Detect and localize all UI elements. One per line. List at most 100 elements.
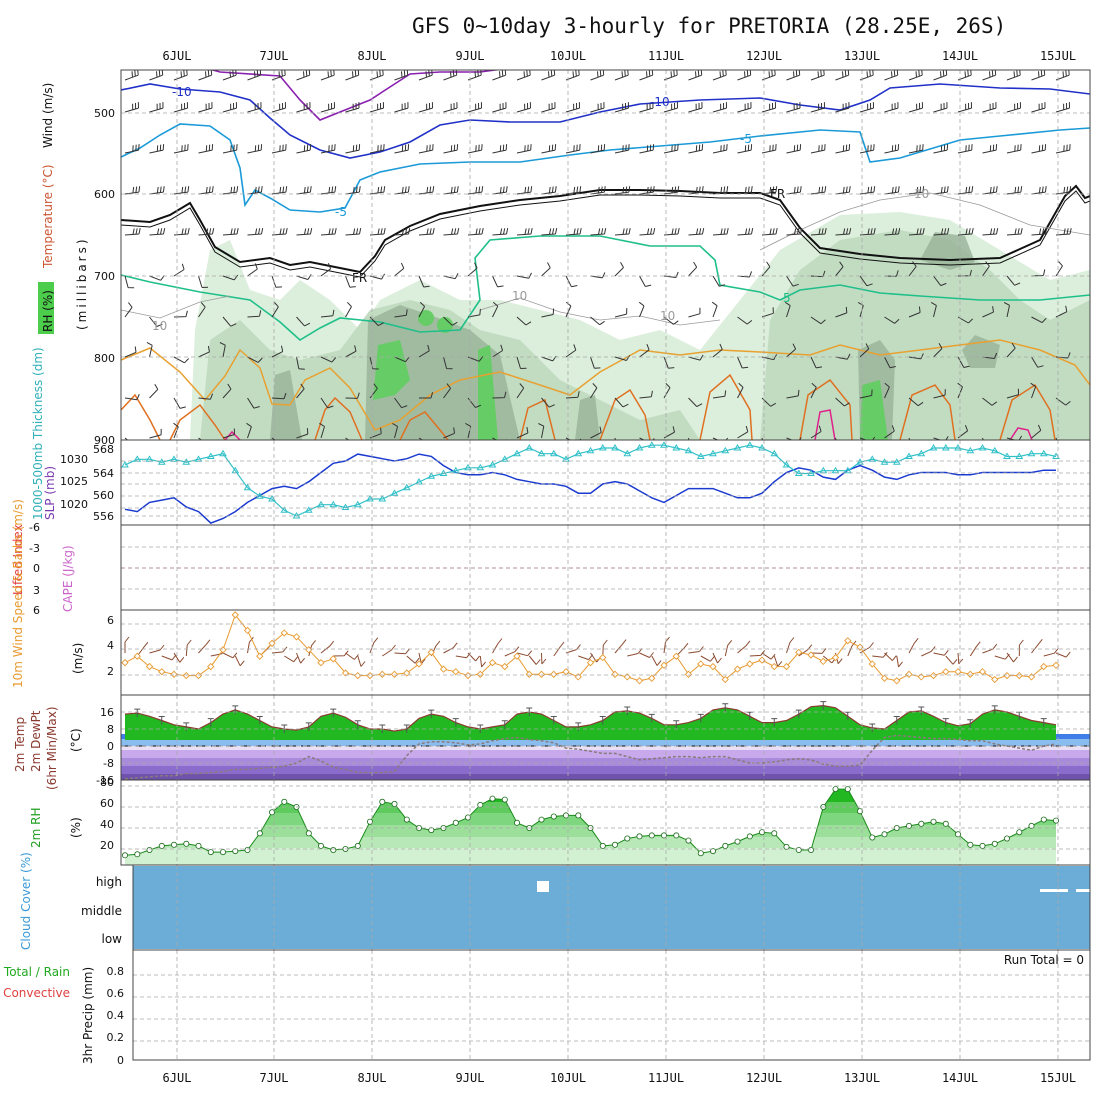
wind-barb [835, 70, 850, 81]
wind10m-marker [1015, 671, 1023, 680]
cloud-level-low: low [102, 932, 123, 946]
y-tick-rh2m: 40 [100, 818, 114, 831]
wind-barb [1055, 70, 1070, 81]
y-tick-lifted-index: -3 [29, 542, 40, 555]
wind-barb [492, 70, 507, 81]
wind10m-marker [280, 629, 288, 637]
wind-barb [149, 186, 165, 195]
wind-barb [835, 228, 852, 236]
wind-barb [565, 70, 580, 81]
wind-barb [394, 356, 410, 363]
y-tick-rh2m: 60 [100, 797, 114, 810]
wind10m-barb [908, 637, 919, 654]
wind10m-marker [1040, 662, 1048, 671]
rh2m-marker [195, 842, 202, 849]
wind-barb [173, 397, 186, 409]
wind-barb [124, 394, 140, 401]
wind-barb [1003, 302, 1010, 318]
legend-convective: Convective [3, 986, 70, 1000]
cloud-level-middle: middle [81, 904, 122, 918]
wind-barb [712, 390, 727, 399]
thickness-markers [121, 441, 1060, 519]
top-date-label: 12JUL [746, 49, 782, 63]
wind10m-barb [810, 648, 827, 654]
wind-barb [492, 144, 508, 154]
cloud-gap [1076, 889, 1090, 892]
wind-barb [884, 186, 900, 195]
wind-barb [614, 355, 631, 361]
legend-total-rain: Total / Rain [3, 965, 70, 979]
wind-barb [443, 228, 460, 236]
wind-barb [1006, 70, 1021, 81]
temp-minmax-marker [1040, 718, 1047, 727]
thickness-marker [990, 446, 999, 454]
wind-barb [198, 228, 215, 236]
wind-barb [957, 70, 972, 81]
cloud-gap [1040, 889, 1068, 892]
temp-minmax-marker [967, 719, 974, 728]
wind-barb [884, 356, 896, 369]
wind10m-marker [991, 675, 999, 684]
wind-barb [173, 310, 188, 318]
wind-barb [345, 102, 360, 113]
wind-barb [688, 186, 704, 195]
thickness-marker [660, 441, 668, 448]
wind-barb [957, 228, 974, 236]
wind10m-barb [528, 655, 541, 665]
wind-barb [1030, 382, 1037, 399]
wind10m-marker [476, 670, 484, 678]
wind10m-panel: 2 4 6 10m Wind Speed & Barbs (m/s) (m/s) [11, 499, 1071, 688]
rh2m-marker [550, 813, 557, 820]
wind-barb [369, 228, 386, 236]
wind-barb [688, 354, 704, 361]
wind-barb [369, 102, 384, 113]
wind10m-marker [439, 665, 448, 673]
wind-barb [222, 228, 239, 236]
top-date-label: 9JUL [456, 49, 485, 63]
thickness-marker [329, 500, 338, 508]
wind10m-barb [492, 638, 503, 654]
wind10m-barb [578, 654, 594, 661]
wind-barb [1031, 102, 1046, 113]
axis-title-wind10m-unit: (m/s) [71, 643, 85, 674]
rh2m-panel: 20 40 60 80 2m RH (%) [29, 776, 1090, 865]
wind10m-marker [893, 677, 901, 685]
panel-frame [132, 949, 1091, 1061]
wind-barb [198, 102, 213, 113]
rh2m-marker [857, 808, 864, 815]
wind-barb [810, 102, 825, 113]
wind-barb [859, 102, 874, 113]
wind-barb [394, 228, 411, 236]
wind-barb [639, 186, 655, 195]
y-tick-pressure: 600 [94, 188, 115, 201]
wind-barb [712, 70, 727, 81]
temp-minmax-marker [330, 708, 337, 718]
wind-barb [124, 346, 137, 358]
wind-barb [443, 102, 458, 113]
temp-minmax-marker [232, 705, 239, 714]
axis-title-lifted-index: Lifted Index [11, 524, 25, 595]
rh2m-marker [869, 834, 876, 841]
wind10m-marker [305, 646, 313, 654]
rh2m-marker [379, 798, 386, 805]
thickness-marker [1003, 452, 1011, 459]
wind-barb [884, 70, 899, 81]
wind10m-marker [317, 659, 325, 667]
rh2m-marker [979, 842, 986, 849]
temp-minmax-marker [624, 706, 631, 715]
wind-barb [541, 186, 557, 195]
wind-barb [982, 102, 997, 113]
temp-minmax-marker [550, 716, 557, 725]
wind10m-barb [982, 643, 998, 654]
wind-barb [712, 144, 728, 154]
rh2m-marker [734, 838, 741, 845]
wind-barb [492, 437, 508, 440]
wind-barb [173, 263, 185, 277]
wind10m-marker [819, 657, 827, 666]
wind-barb [516, 70, 531, 81]
rh2m-marker [317, 842, 324, 849]
rh-band [121, 837, 1090, 848]
wind10m-marker [929, 671, 938, 680]
wind-barb [369, 316, 384, 327]
wind-barb [1055, 228, 1072, 236]
